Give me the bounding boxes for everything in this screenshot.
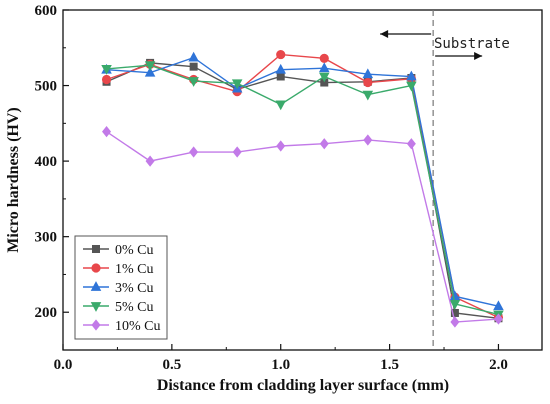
- data-point: [188, 77, 199, 87]
- series-line: [106, 64, 499, 316]
- data-point: [450, 316, 460, 328]
- data-point: [406, 81, 417, 92]
- y-axis-title: Micro hardness (HV): [5, 107, 22, 252]
- data-point: [276, 72, 285, 81]
- legend-item: 1% Cu: [83, 262, 154, 277]
- x-tick-label: 1.0: [271, 357, 290, 373]
- legend-label: 10% Cu: [115, 319, 161, 334]
- legend-label: 3% Cu: [115, 281, 154, 296]
- y-axis-ticks: 200 300 400 500 600: [35, 3, 69, 321]
- data-point: [189, 62, 198, 71]
- data-point: [90, 302, 102, 312]
- y-tick-label: 300: [35, 230, 58, 246]
- data-point: [363, 134, 373, 146]
- legend-item: 0% Cu: [83, 243, 154, 258]
- data-point: [449, 300, 461, 310]
- data-point: [189, 146, 199, 158]
- data-point: [144, 66, 156, 77]
- x-tick-label: 1.5: [380, 357, 399, 373]
- y-tick-label: 500: [35, 79, 58, 95]
- x-axis-title: Distance from cladding layer surface (mm…: [157, 377, 449, 394]
- data-point: [101, 74, 112, 85]
- data-point: [276, 140, 286, 152]
- data-point: [319, 53, 329, 63]
- x-tick-label: 0.5: [162, 357, 181, 373]
- substrate-annotation: Substrate: [380, 30, 510, 60]
- data-point: [406, 70, 417, 81]
- left-arrow-head: [380, 30, 389, 38]
- series-line: [106, 56, 499, 307]
- data-point: [319, 72, 330, 83]
- right-arrow-head: [474, 52, 483, 60]
- legend-label: 5% Cu: [115, 300, 154, 315]
- data-point: [493, 300, 504, 311]
- series-line: [106, 131, 499, 323]
- data-point: [275, 100, 286, 111]
- y-tick-label: 600: [35, 3, 58, 19]
- data-point: [102, 126, 112, 138]
- data-point: [493, 313, 503, 325]
- data-point: [275, 63, 286, 74]
- series-10-cu: [102, 126, 503, 328]
- data-point: [188, 51, 199, 62]
- data-point: [362, 68, 374, 79]
- legend-label: 1% Cu: [115, 262, 154, 277]
- data-point: [406, 138, 416, 150]
- legend-item: 10% Cu: [83, 319, 161, 334]
- y-tick-label: 400: [35, 154, 58, 170]
- data-point: [92, 244, 101, 253]
- data-point: [91, 263, 101, 273]
- data-point: [91, 319, 101, 331]
- x-tick-label: 0.0: [54, 357, 73, 373]
- data-point: [144, 61, 156, 71]
- y-tick-label: 200: [35, 305, 58, 321]
- data-point: [362, 90, 374, 101]
- series-layer: [101, 49, 504, 328]
- data-point: [90, 281, 102, 291]
- legend-item: 5% Cu: [83, 300, 154, 315]
- data-point: [145, 155, 155, 167]
- legend: 0% Cu 1% Cu 3% Cu 5% Cu 10% Cu: [74, 235, 168, 340]
- series-3-cu: [101, 51, 504, 311]
- x-axis-ticks: 0.0 0.5 1.0 1.5 2.0: [54, 344, 508, 373]
- legend-item: 3% Cu: [83, 281, 154, 296]
- substrate-label: Substrate: [434, 36, 510, 52]
- data-point: [231, 79, 243, 90]
- legend-label: 0% Cu: [115, 243, 154, 258]
- data-point: [276, 49, 286, 60]
- data-point: [319, 138, 329, 150]
- data-point: [232, 146, 242, 158]
- series-5-cu: [101, 61, 504, 321]
- data-point: [101, 65, 112, 75]
- data-point: [363, 77, 373, 88]
- data-point: [319, 62, 330, 73]
- x-tick-label: 2.0: [489, 357, 508, 373]
